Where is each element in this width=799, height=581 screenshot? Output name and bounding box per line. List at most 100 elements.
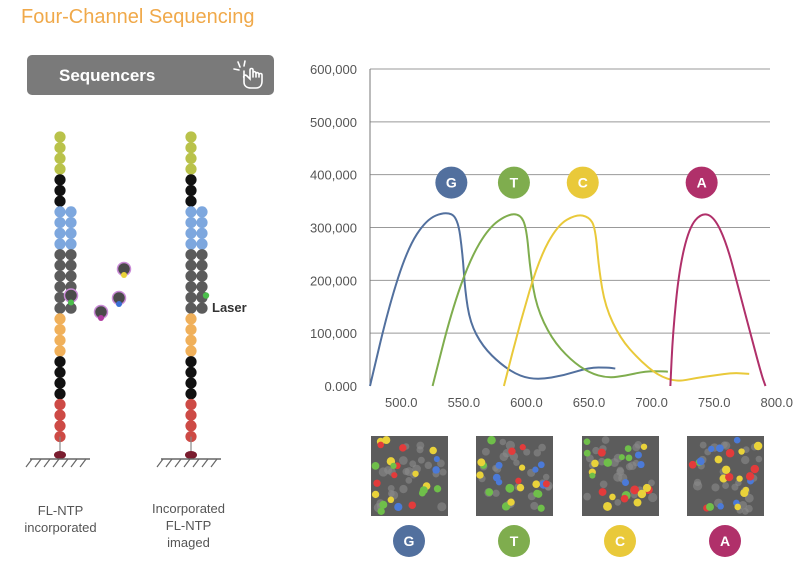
cluster-dot [518, 464, 526, 471]
series-line-A [669, 213, 767, 387]
cluster-dot [721, 465, 731, 474]
anchor [54, 451, 66, 459]
cluster-shadow [399, 484, 408, 494]
x-tick-label: 800.0 [760, 395, 793, 410]
peak-badge-C [566, 166, 599, 199]
cluster-dot [505, 483, 515, 493]
caption-right-line: FL-NTP [165, 518, 212, 533]
cluster-dot [618, 454, 625, 461]
cluster-dot [515, 477, 522, 485]
cluster-dot [387, 496, 395, 504]
nucleotide [185, 281, 197, 293]
cluster-dot [630, 485, 640, 495]
x-tick-label: 700.0 [635, 395, 668, 410]
nucleotide [185, 313, 197, 325]
surface-hatch [156, 458, 164, 468]
cluster-dot [433, 485, 442, 493]
cluster-dot [412, 470, 419, 477]
nucleotide [185, 334, 197, 346]
nucleotide [54, 270, 66, 282]
cluster-shadow [616, 467, 625, 476]
sequencers-button[interactable]: Sequencers [27, 55, 274, 95]
nucleotide [185, 420, 197, 432]
laser-label: Laser [212, 300, 247, 315]
nucleotide [54, 184, 66, 197]
cluster-dot [492, 473, 501, 482]
caption-right: Incorporated FL-NTP imaged [136, 500, 241, 551]
cluster-dot [708, 445, 715, 453]
cluster-dot [624, 445, 632, 452]
y-tick-label: 300,000 [310, 221, 357, 236]
cluster-dot [603, 501, 612, 511]
nucleotide [54, 388, 66, 400]
cluster-dot [373, 479, 381, 487]
image-badge-G: G [393, 525, 425, 557]
nucleotide [185, 302, 197, 314]
nucleotide [185, 238, 197, 250]
cluster-dot [750, 464, 760, 474]
cluster-dot [485, 488, 494, 497]
nucleotide [54, 152, 66, 164]
surface-hatch [183, 458, 191, 468]
nucleotide [185, 142, 197, 154]
cluster-dot [753, 441, 763, 451]
image-badge-T: T [498, 525, 530, 557]
cluster-dot [487, 436, 496, 445]
fluorophore-dot [68, 299, 74, 306]
cluster-dot [377, 441, 384, 449]
nucleotide [196, 227, 208, 239]
cluster-dot [736, 475, 743, 482]
surface-hatch [165, 458, 173, 468]
nucleotide [54, 227, 66, 239]
surface-hatch [25, 458, 33, 468]
nucleotide [196, 281, 208, 293]
cluster-shadow [533, 449, 542, 457]
nucleotide [185, 356, 197, 368]
cluster-dot [477, 458, 486, 467]
nucleotide [185, 174, 197, 186]
cluster-shadow [530, 501, 539, 510]
series-line-T [431, 213, 669, 387]
nucleotide [54, 334, 66, 346]
cluster-dot [634, 451, 642, 459]
cluster-shadow [601, 436, 610, 444]
cluster-dot [738, 448, 745, 455]
cluster-dot [408, 501, 417, 510]
nucleotide [54, 302, 66, 314]
cluster-dot [371, 490, 380, 499]
nucleotide [185, 152, 197, 164]
caption-right-line: imaged [167, 535, 210, 550]
cluster-shadow [513, 459, 520, 466]
fluorophore-dot [202, 292, 210, 299]
surface-hatch [52, 458, 60, 468]
chart-axes: 0.000 100,000 200,000 300,000 400,000 500,000… [310, 62, 793, 410]
cluster-shadow [538, 443, 546, 452]
flowcell-image-C [582, 436, 659, 516]
cluster-dot [716, 444, 724, 453]
nucleotide [185, 206, 197, 218]
cluster-dot [625, 454, 633, 462]
cluster-shadow [634, 441, 643, 449]
cluster-dot [740, 488, 749, 498]
nucleotide [196, 217, 208, 229]
x-tick-label: 500.0 [385, 395, 418, 410]
peak-badge-T [497, 166, 530, 199]
nucleotide [185, 377, 197, 389]
nucleotide [54, 259, 66, 271]
y-tick-label: 100,000 [310, 326, 357, 341]
strands-diagram [25, 131, 221, 468]
caption-left-line: incorporated [24, 520, 97, 535]
chart-grid [370, 68, 770, 334]
cluster-dot [717, 503, 724, 510]
peak-badge-G [435, 166, 468, 199]
nucleotide [54, 217, 66, 229]
cluster-shadow [648, 492, 658, 503]
cluster-shadow [523, 448, 531, 456]
strand-right [156, 131, 221, 468]
series-line-G [369, 212, 616, 387]
cluster-dot [706, 503, 714, 511]
y-tick-label: 600,000 [310, 62, 357, 77]
nucleotide [54, 356, 66, 368]
cluster-dot [714, 455, 723, 464]
